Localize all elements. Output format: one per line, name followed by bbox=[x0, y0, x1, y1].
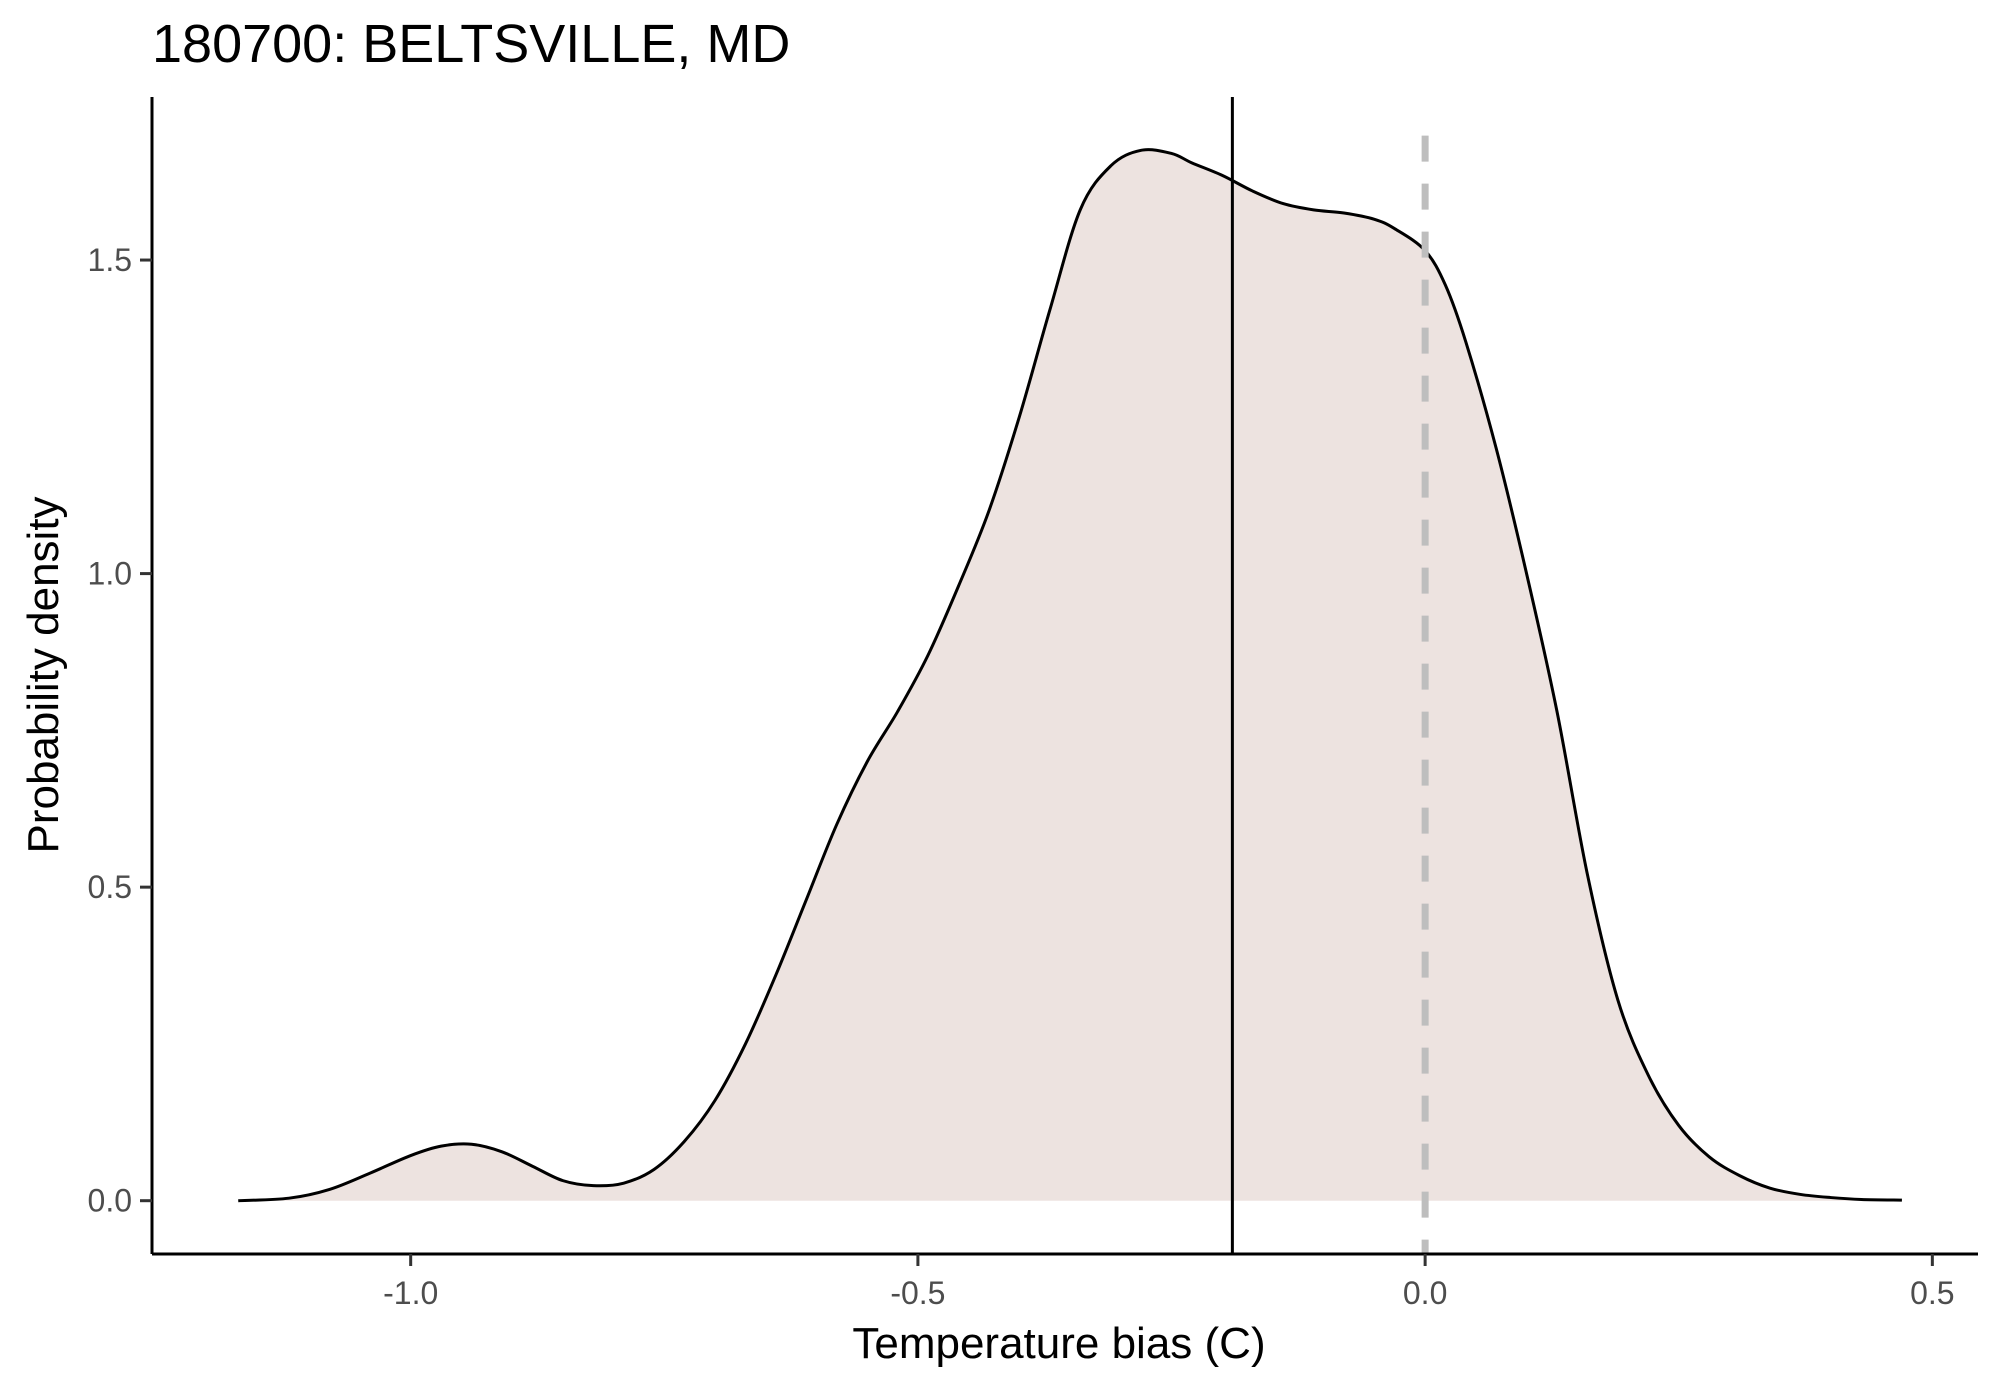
y-tick-label: 1.5 bbox=[88, 242, 132, 278]
axes: -1.0 -0.5 0.0 0.5 0.0 0.5 1.0 1.5 bbox=[88, 97, 1978, 1311]
y-tick-label: 1.0 bbox=[88, 556, 132, 592]
chart-title: 180700: BELTSVILLE, MD bbox=[152, 14, 790, 74]
y-axis-ticks: 0.0 0.5 1.0 1.5 bbox=[88, 242, 152, 1219]
x-axis-title: Temperature bias (C) bbox=[852, 1319, 1265, 1368]
plot-area bbox=[238, 97, 1902, 1254]
y-axis-title: Probability density bbox=[19, 496, 68, 853]
x-tick-label: -1.0 bbox=[383, 1275, 438, 1311]
density-curve-line bbox=[238, 148, 1902, 1203]
y-tick-label: 0.0 bbox=[88, 1183, 132, 1219]
density-fill-area bbox=[238, 149, 1902, 1201]
x-axis-ticks: -1.0 -0.5 0.0 0.5 bbox=[383, 1254, 1955, 1311]
y-tick-label: 0.5 bbox=[88, 869, 132, 905]
x-tick-label: 0.5 bbox=[1910, 1275, 1954, 1311]
x-tick-label: 0.0 bbox=[1403, 1275, 1447, 1311]
x-tick-label: -0.5 bbox=[890, 1275, 945, 1311]
